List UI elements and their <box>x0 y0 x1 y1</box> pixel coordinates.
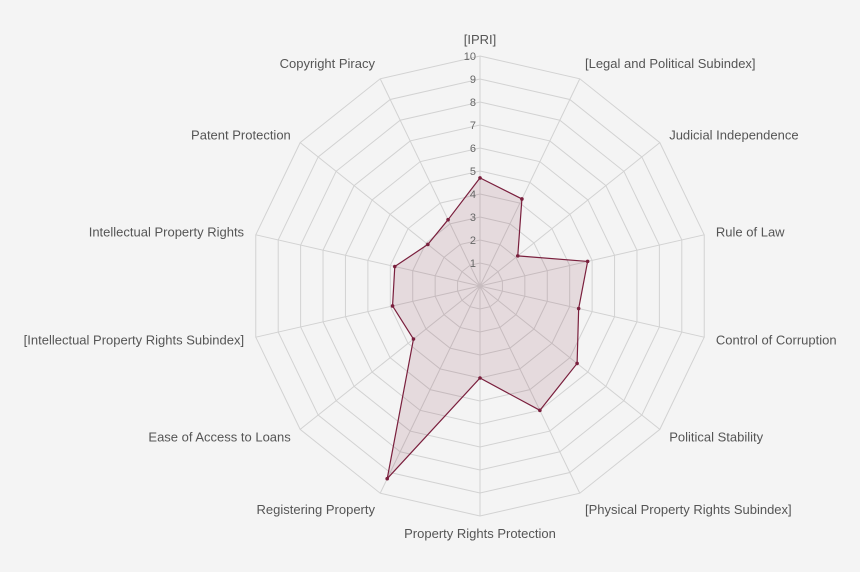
axis-label-control-of-corruption: Control of Corruption <box>716 332 837 347</box>
data-point-intellectual-property-rights-subindex <box>390 304 395 308</box>
axis-label-ease-of-access-to-loans: Ease of Access to Loans <box>148 429 291 444</box>
data-point-copyright-piracy <box>446 217 450 222</box>
axis-label-intellectual-property-rights-subindex: [Intellectual Property Rights Subindex] <box>24 332 244 347</box>
spoke-patent-protection <box>299 142 481 287</box>
data-point-control-of-corruption <box>576 306 581 311</box>
series-layer <box>385 176 590 481</box>
tick-label-4: 4 <box>470 189 476 201</box>
tick-label-10: 10 <box>464 51 476 63</box>
data-point-ease-of-access-to-loans <box>411 337 416 341</box>
spoke-control-of-corruption <box>479 285 705 338</box>
tick-label-2: 2 <box>470 235 476 247</box>
data-point-property-rights-protection <box>478 376 482 380</box>
axis-label-property-rights-protection: Property Rights Protection <box>404 526 556 541</box>
spoke-rule-of-law <box>479 234 705 287</box>
axis-label-ipri: [IPRI] <box>464 32 497 47</box>
axis-label-judicial-independence: Judicial Independence <box>669 128 798 143</box>
data-point-political-stability <box>575 361 579 366</box>
spoke-ease-of-access-to-loans <box>299 285 481 430</box>
tick-label-9: 9 <box>470 74 476 86</box>
axis-label-patent-protection: Patent Protection <box>191 128 291 143</box>
series-area-1 <box>386 177 589 480</box>
axis-label-rule-of-law: Rule of Law <box>716 225 785 240</box>
data-point-rule-of-law <box>585 259 590 264</box>
data-point-registering-property <box>385 476 389 481</box>
axis-label-copyright-piracy: Copyright Piracy <box>280 56 376 71</box>
data-point-patent-protection <box>426 242 430 247</box>
spoke-physical-property-rights-subindex <box>479 285 581 494</box>
data-point-judicial-independence <box>515 254 520 258</box>
tick-label-6: 6 <box>470 143 476 155</box>
axis-label-legal-and-political-subindex: [Legal and Political Subindex] <box>585 56 756 71</box>
grid-layer <box>255 55 705 517</box>
data-point-ipri <box>478 176 482 180</box>
tick-label-1: 1 <box>470 258 476 270</box>
spoke-political-stability <box>479 285 661 430</box>
spoke-registering-property <box>379 285 481 494</box>
spoke-intellectual-property-rights <box>255 234 481 287</box>
spoke-intellectual-property-rights-subindex <box>255 285 481 338</box>
axis-label-intellectual-property-rights: Intellectual Property Rights <box>89 225 245 240</box>
axis-label-layer: [IPRI] [Legal and Political Subindex] Judi… <box>24 32 837 541</box>
data-point-physical-property-rights-subindex <box>538 408 542 413</box>
tick-label-5: 5 <box>470 166 476 178</box>
spoke-legal-and-political-subindex <box>479 78 581 287</box>
tick-label-7: 7 <box>470 120 476 132</box>
axis-label-political-stability: Political Stability <box>669 429 763 444</box>
axis-label-physical-property-rights-subindex: [Physical Property Rights Subindex] <box>585 502 792 517</box>
data-point-intellectual-property-rights <box>392 264 397 269</box>
tick-label-layer: 1 2 3 4 5 6 7 8 9 10 <box>464 51 476 270</box>
data-point-legal-and-political-subindex <box>520 197 524 201</box>
tick-label-3: 3 <box>470 212 476 224</box>
spoke-judicial-independence <box>479 142 661 287</box>
axis-label-registering-property: Registering Property <box>257 502 376 517</box>
spoke-copyright-piracy <box>379 78 481 287</box>
tick-label-8: 8 <box>470 97 476 109</box>
